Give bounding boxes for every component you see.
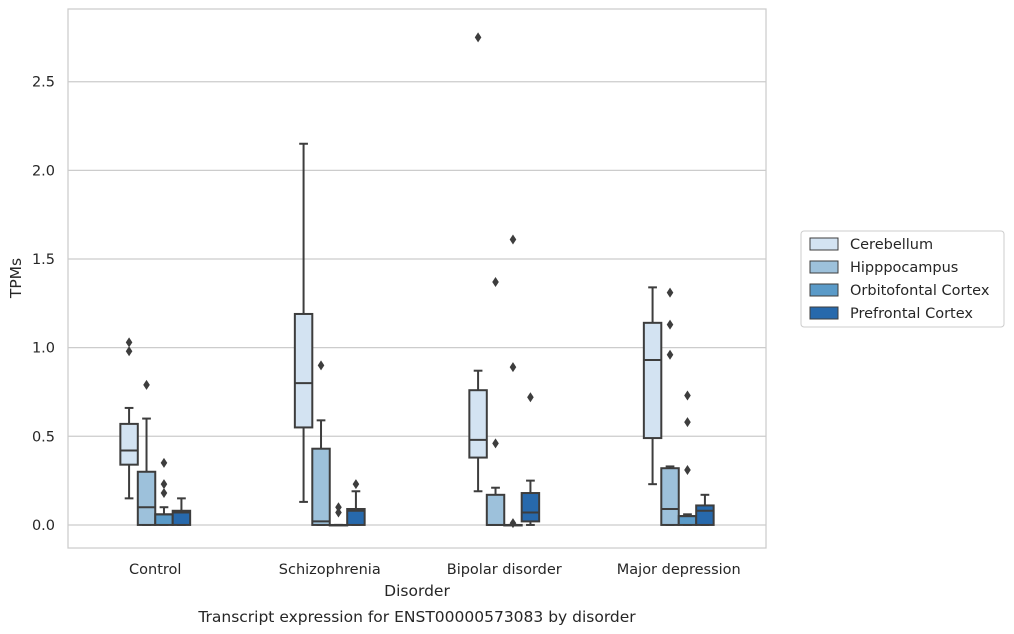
legend-swatch	[809, 237, 839, 251]
outlier-point	[317, 360, 325, 371]
y-tick-labels: 0.0 0.5 1.0 1.5 2.0 2.5	[32, 75, 55, 534]
box-body	[171, 509, 192, 526]
box-body	[642, 321, 663, 440]
x-axis-title: Disorder	[384, 582, 450, 600]
outlier-point	[509, 234, 517, 245]
outlier-point	[352, 479, 360, 490]
x-tick-label: Bipolar disorder	[447, 562, 562, 578]
outlier-point	[666, 319, 674, 330]
box-3-3	[695, 493, 715, 526]
outlier-point	[684, 464, 691, 475]
x-tick-labels: Control Schizophrenia Bipolar disorder Majo…	[129, 562, 741, 578]
box-3-2	[520, 392, 541, 526]
legend-swatch	[809, 306, 839, 320]
y-tick-label: 2.5	[32, 75, 55, 91]
legend-frame	[800, 230, 1005, 328]
outlier-point	[474, 32, 482, 43]
box-1-1	[311, 360, 331, 526]
y-tick-label: 2.0	[32, 163, 55, 179]
x-tick-label: Control	[129, 562, 181, 578]
box-body	[136, 470, 157, 526]
box-3-1	[346, 479, 366, 526]
legend-swatch	[809, 283, 839, 297]
legend-label: Cerebellum	[850, 237, 933, 253]
box-2-2	[503, 234, 523, 529]
outlier-point	[527, 392, 534, 403]
legend-label: Prefrontal Cortex	[850, 306, 973, 322]
legend: Cerebellum Hipppocampus Orbitofontal Corte…	[800, 230, 1005, 328]
outlier-point	[125, 337, 133, 348]
box-body	[660, 467, 680, 526]
x-tick-label: Schizophrenia	[279, 562, 381, 578]
box-body	[311, 447, 331, 526]
box-groups	[119, 32, 715, 529]
figure-caption: Transcript expression for ENST0000057308…	[197, 608, 636, 626]
outlier-point	[335, 502, 342, 513]
outlier-point	[684, 390, 691, 401]
box-1-2	[485, 277, 506, 526]
box-body	[346, 507, 366, 526]
outlier-point	[492, 277, 499, 288]
x-tick-label: Major depression	[617, 562, 741, 578]
outlier-point	[509, 362, 517, 373]
box-body	[695, 504, 715, 526]
box-1-3	[660, 287, 680, 526]
box-body	[520, 492, 541, 523]
outlier-point	[509, 518, 517, 529]
box-body	[468, 389, 488, 459]
outlier-point	[143, 379, 150, 390]
outlier-point	[160, 457, 168, 468]
legend-label: Hipppocampus	[850, 260, 958, 276]
box-body	[119, 422, 139, 466]
box-0-0	[119, 337, 139, 500]
y-tick-label: 0.0	[32, 518, 55, 534]
outlier-point	[684, 417, 691, 428]
outlier-point	[160, 479, 168, 490]
outlier-point	[492, 438, 499, 449]
outlier-point	[666, 349, 674, 360]
plot-frame	[67, 8, 767, 549]
y-tick-label: 1.5	[32, 252, 55, 268]
box-body	[485, 493, 506, 526]
outlier-point	[666, 287, 674, 298]
box-2-1	[328, 502, 349, 527]
box-0-3	[642, 286, 663, 486]
y-axis-title: TPMs	[7, 258, 25, 299]
box-body	[154, 513, 174, 526]
outlier-point	[335, 507, 342, 518]
box-body	[677, 515, 698, 526]
box-0-1	[293, 142, 314, 503]
box-0-2	[468, 32, 488, 493]
legend-swatch	[809, 260, 839, 274]
legend-label: Orbitofontal Cortex	[850, 283, 990, 299]
outlier-point	[125, 346, 133, 357]
box-3-0	[171, 497, 192, 526]
box-1-0	[136, 379, 157, 526]
outlier-point	[160, 488, 168, 499]
y-tick-label: 1.0	[32, 341, 55, 357]
y-tick-label: 0.5	[32, 429, 55, 445]
box-body	[293, 312, 314, 429]
